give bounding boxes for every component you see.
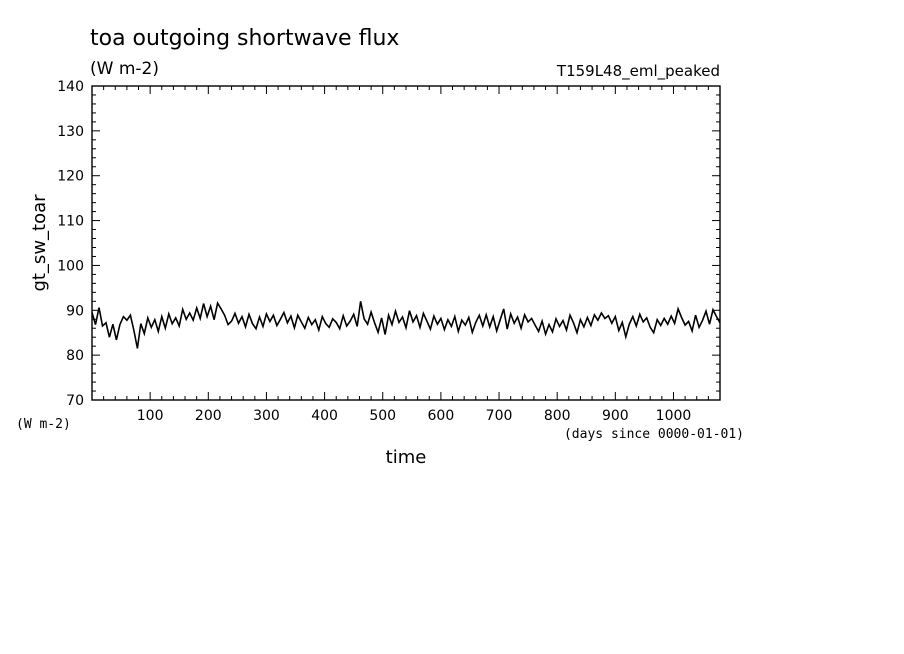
x-tick-label: 300 xyxy=(253,408,280,424)
axis-ticks xyxy=(92,86,720,400)
chart-subtitle: (W m-2) xyxy=(90,59,159,79)
x-tick-label: 900 xyxy=(602,408,629,424)
y-tick-label: 110 xyxy=(57,214,84,230)
x-axis-units: (days since 0000-01-01) xyxy=(564,427,744,442)
y-tick-labels: 70 80 90 100 110 120 130 140 xyxy=(57,79,84,409)
x-axis-label: time xyxy=(386,447,427,468)
series-line-gt-sw-toar xyxy=(91,300,721,349)
y-tick-label: 70 xyxy=(66,393,84,409)
x-tick-label: 700 xyxy=(486,408,513,424)
y-tick-label: 90 xyxy=(66,303,84,319)
plot-frame xyxy=(91,85,721,401)
y-tick-label: 130 xyxy=(57,124,84,140)
y-tick-label: 80 xyxy=(66,348,84,364)
y-axis-units: (W m-2) xyxy=(16,417,71,432)
x-tick-label: 500 xyxy=(369,408,396,424)
x-tick-label: 100 xyxy=(137,408,164,424)
x-tick-label: 1000 xyxy=(656,408,692,424)
x-tick-label: 600 xyxy=(428,408,455,424)
x-tick-labels: 100 200 300 400 500 600 700 800 900 1000 xyxy=(137,408,692,424)
y-axis-label: gt_sw_toar xyxy=(29,194,50,292)
y-tick-label: 120 xyxy=(57,169,84,185)
chart-title: toa outgoing shortwave flux xyxy=(90,26,399,51)
x-tick-label: 200 xyxy=(195,408,222,424)
x-tick-label: 800 xyxy=(544,408,571,424)
x-tick-label: 400 xyxy=(311,408,338,424)
y-tick-label: 140 xyxy=(57,79,84,95)
y-tick-label: 100 xyxy=(57,258,84,274)
run-label: T159L48_eml_peaked xyxy=(556,62,720,81)
